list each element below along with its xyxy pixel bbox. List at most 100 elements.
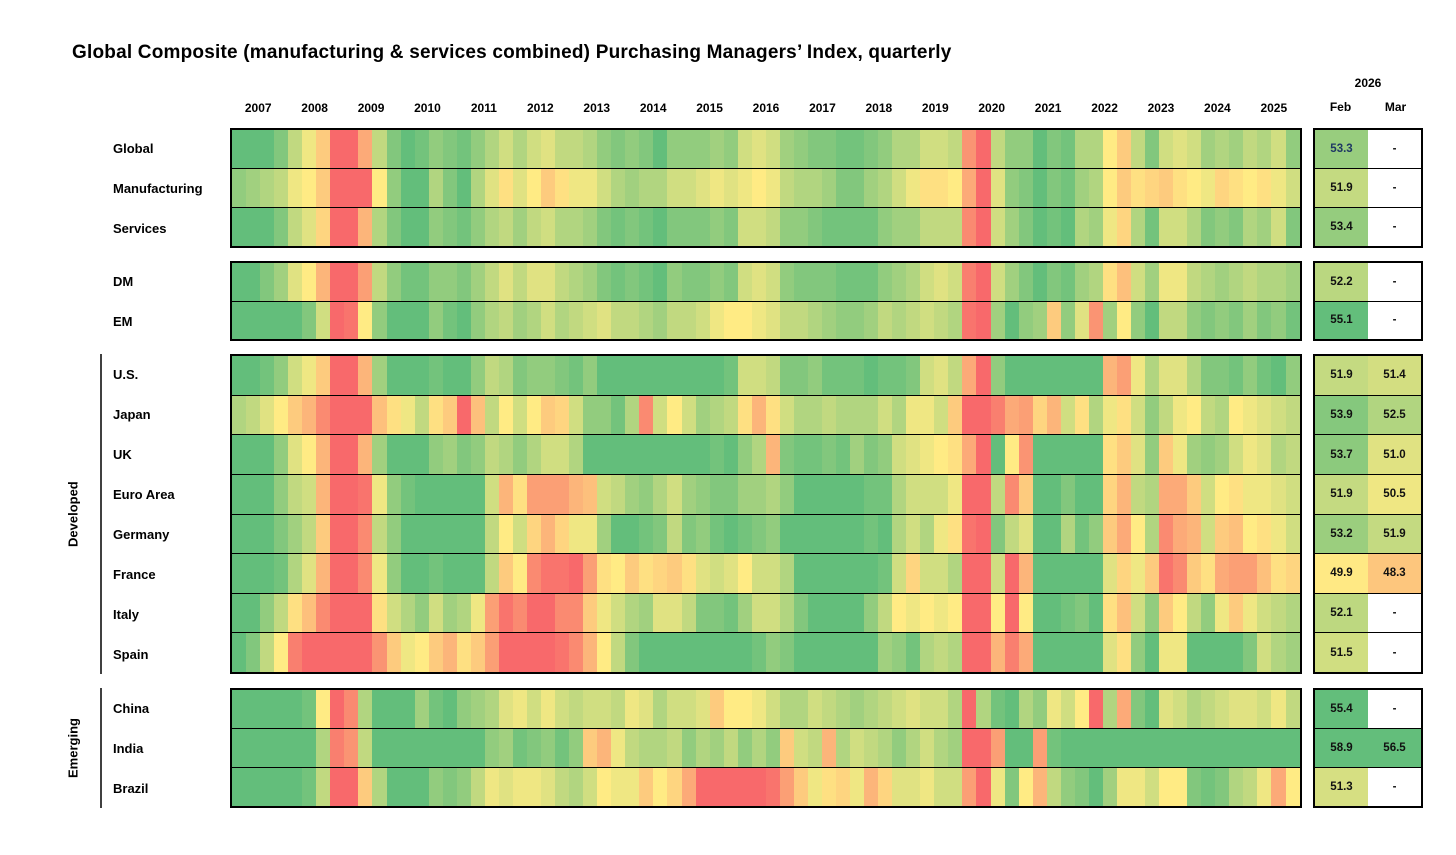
heatmap-cell bbox=[470, 130, 485, 168]
heatmap-cell bbox=[1201, 435, 1216, 474]
heatmap-cell bbox=[878, 690, 893, 728]
heatmap-cell bbox=[456, 593, 471, 633]
heatmap-cell bbox=[920, 169, 935, 207]
heatmap-cell bbox=[1004, 130, 1019, 168]
heatmap-cell bbox=[316, 263, 331, 301]
value-table-row: 53.7 51.0 bbox=[1315, 434, 1421, 474]
heatmap-cell bbox=[611, 554, 626, 593]
heatmap-cell bbox=[625, 395, 640, 435]
heatmap-cell bbox=[260, 474, 275, 514]
heatmap-cell bbox=[512, 768, 527, 806]
heatmap-cell bbox=[892, 729, 907, 767]
heatmap-cell bbox=[526, 208, 542, 246]
heatmap-cell bbox=[1159, 554, 1174, 593]
heatmap-cell bbox=[709, 593, 724, 633]
mar-value-cell: 50.5 bbox=[1368, 474, 1421, 514]
heatmap-cell bbox=[653, 395, 668, 435]
heatmap-cell bbox=[1187, 633, 1202, 672]
heatmap-cell bbox=[625, 130, 640, 168]
heatmap-cell bbox=[1018, 263, 1033, 301]
heatmap-cell bbox=[878, 356, 893, 395]
heatmap-cell bbox=[1201, 263, 1216, 301]
heatmap-cell bbox=[1116, 593, 1131, 633]
value-table-group-aggregates: 52.2-55.1- bbox=[1313, 261, 1423, 341]
heatmap-cell bbox=[260, 395, 275, 435]
heatmap-row bbox=[232, 553, 1300, 593]
heatmap-cell bbox=[653, 169, 668, 207]
heatmap-cell bbox=[1046, 301, 1061, 339]
heatmap-cell bbox=[260, 130, 275, 168]
heatmap-cell bbox=[723, 554, 738, 593]
heatmap-cell bbox=[793, 729, 808, 767]
heatmap-cell bbox=[288, 729, 303, 767]
heatmap-cell bbox=[1229, 130, 1244, 168]
heatmap-cell bbox=[555, 554, 570, 593]
heatmap-cell bbox=[498, 768, 513, 806]
heatmap-cell bbox=[1046, 263, 1061, 301]
heatmap-cell bbox=[541, 263, 556, 301]
heatmap-cell bbox=[667, 301, 682, 339]
heatmap-cell bbox=[625, 514, 640, 554]
heatmap-cell bbox=[878, 130, 893, 168]
heatmap-cell bbox=[414, 301, 429, 339]
heatmap-cell bbox=[723, 633, 738, 672]
heatmap-cell bbox=[765, 169, 780, 207]
heatmap-cell bbox=[316, 729, 331, 767]
heatmap-cell bbox=[232, 395, 247, 435]
heatmap-cell bbox=[948, 130, 963, 168]
heatmap-cell bbox=[906, 301, 921, 339]
heatmap-cell bbox=[470, 514, 485, 554]
heatmap-row bbox=[232, 728, 1300, 767]
heatmap-cell bbox=[512, 301, 527, 339]
heatmap-cell bbox=[765, 768, 780, 806]
heatmap-cell bbox=[583, 169, 598, 207]
heatmap-cell bbox=[302, 435, 317, 474]
year-label: 2009 bbox=[357, 101, 385, 115]
heatmap-cell bbox=[1018, 208, 1033, 246]
heatmap-cell bbox=[709, 435, 724, 474]
heatmap-cell bbox=[667, 130, 682, 168]
heatmap-cell bbox=[653, 263, 668, 301]
heatmap-cell bbox=[1018, 514, 1033, 554]
heatmap-cell bbox=[1271, 690, 1286, 728]
heatmap-cell bbox=[400, 729, 415, 767]
heatmap-row bbox=[232, 632, 1300, 672]
heatmap-cell bbox=[709, 263, 724, 301]
heatmap-cell bbox=[569, 474, 584, 514]
heatmap-cell bbox=[695, 729, 710, 767]
heatmap-cell bbox=[667, 768, 682, 806]
heatmap-cell bbox=[316, 356, 331, 395]
heatmap-cell bbox=[1102, 208, 1117, 246]
heatmap-cell bbox=[470, 554, 485, 593]
heatmap-cell bbox=[1257, 633, 1272, 672]
heatmap-cell bbox=[850, 729, 865, 767]
year-label: 2012 bbox=[526, 101, 554, 115]
heatmap-cell bbox=[723, 356, 738, 395]
heatmap-cell bbox=[358, 474, 373, 514]
heatmap-cell bbox=[1271, 768, 1286, 806]
heatmap-cell bbox=[1173, 474, 1188, 514]
heatmap-cell bbox=[1060, 130, 1075, 168]
heatmap-cell bbox=[232, 435, 247, 474]
heatmap-cell bbox=[948, 514, 963, 554]
heatmap-cell bbox=[330, 690, 345, 728]
value-table-row: 53.2 51.9 bbox=[1315, 513, 1421, 554]
heatmap-cell bbox=[878, 593, 893, 633]
heatmap-cell bbox=[1187, 690, 1202, 728]
heatmap-cell bbox=[1271, 130, 1286, 168]
heatmap-cell bbox=[442, 768, 457, 806]
heatmap-cell bbox=[611, 301, 626, 339]
heatmap-cell bbox=[1088, 130, 1103, 168]
heatmap-cell bbox=[1201, 395, 1216, 435]
heatmap-cell bbox=[541, 593, 556, 633]
heatmap-cell bbox=[864, 435, 879, 474]
heatmap-cell bbox=[597, 169, 612, 207]
heatmap-cell bbox=[583, 474, 598, 514]
heatmap-cell bbox=[765, 593, 780, 633]
heatmap-cell bbox=[1159, 729, 1174, 767]
heatmap-cell bbox=[807, 356, 822, 395]
heatmap-cell bbox=[1088, 208, 1103, 246]
heatmap-cell bbox=[906, 435, 921, 474]
heatmap-cell bbox=[358, 130, 373, 168]
heatmap-cell bbox=[836, 474, 851, 514]
